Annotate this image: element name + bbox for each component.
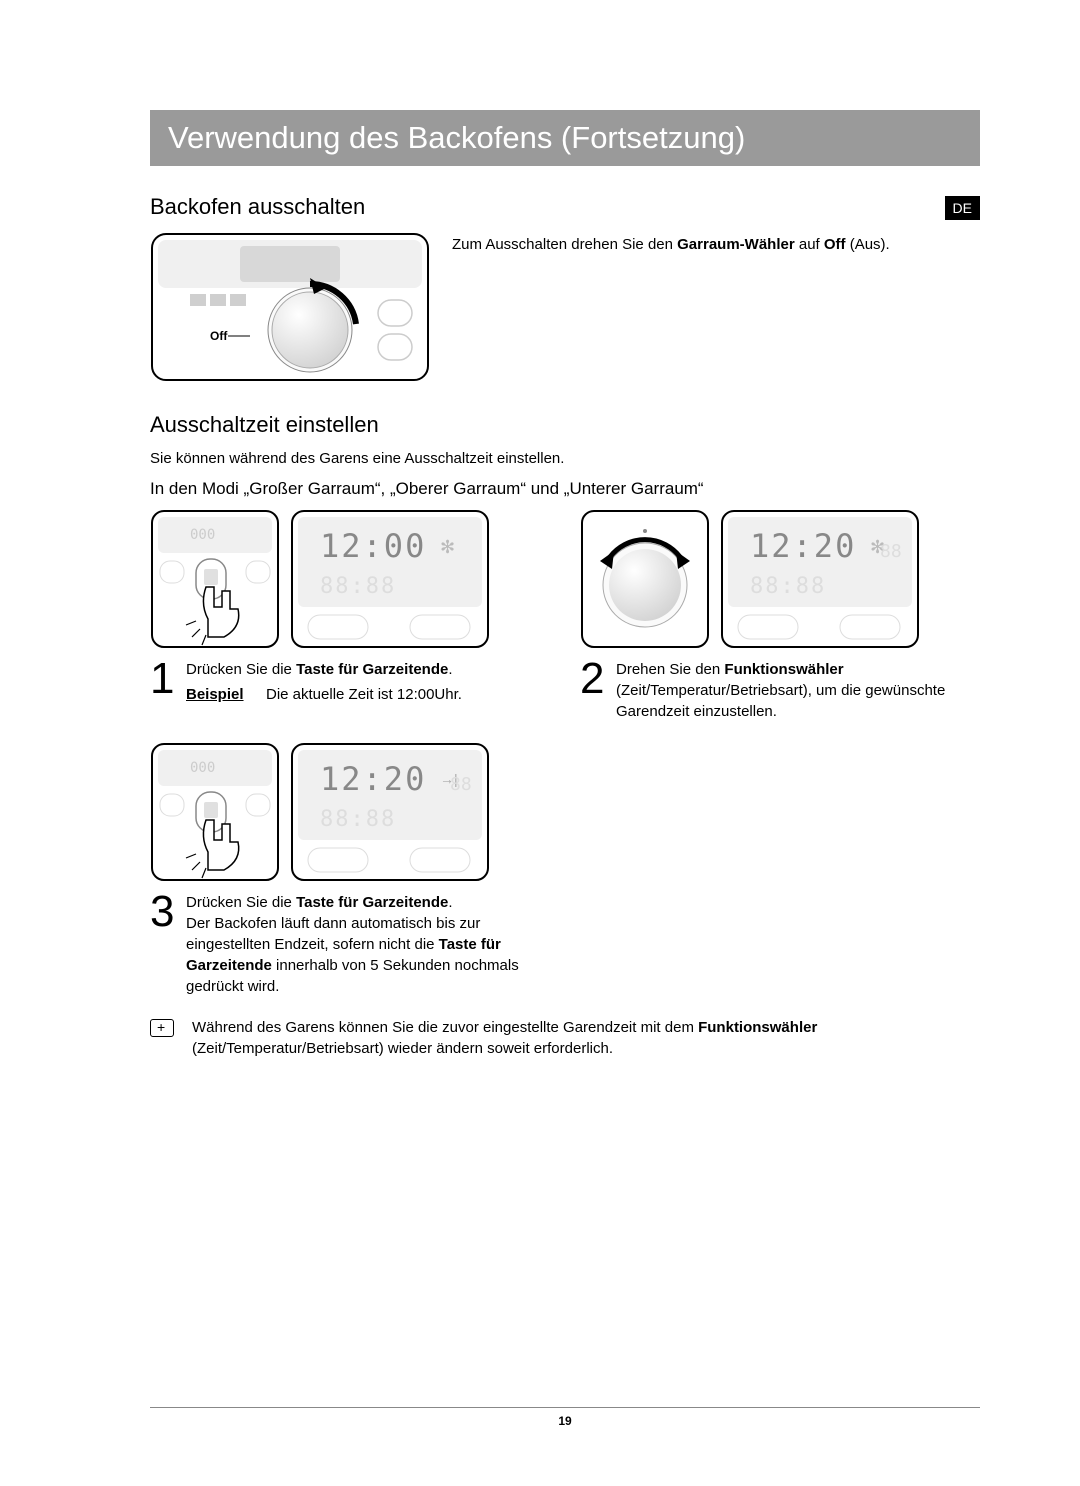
page-title: Verwendung des Backofens (Fortsetzung): [168, 120, 745, 155]
step3-button-diagram: 000: [150, 742, 280, 882]
step3-display-diagram: 12:20 →| 88 88:88: [290, 742, 490, 882]
svg-text:12:20: 12:20: [320, 760, 426, 798]
step1-button-diagram: 000: [150, 509, 280, 649]
off-row: Off Zum Ausschalten drehen Sie den Garra…: [150, 232, 980, 382]
step2-display-diagram: 12:20 ✻ 88 88:88: [720, 509, 920, 649]
svg-text:88:88: 88:88: [750, 574, 826, 599]
step-1-diagrams: 000 12:00 ✻ 88:88: [150, 509, 550, 649]
step1-display-diagram: 12:00 ✻ 88:88: [290, 509, 490, 649]
off-text-bold1: Garraum-Wähler: [677, 236, 795, 253]
note-post: (Zeit/Temperatur/Betriebsart) wieder änd…: [192, 1040, 613, 1057]
svg-text:12:00: 12:00: [320, 527, 426, 565]
note-row: Während des Garens können Sie die zuvor …: [150, 1017, 980, 1059]
step-3-body: 3 Drücken Sie die Taste für Garzeitende.…: [150, 892, 550, 997]
s3-bold: Taste für Garzeitende: [296, 894, 448, 911]
off-text-post: (Aus).: [846, 236, 890, 253]
svg-text:88:88: 88:88: [320, 807, 396, 832]
steps-grid: 000 12:00 ✻ 88:88: [150, 509, 980, 997]
note-bold: Funktionswähler: [698, 1019, 817, 1036]
page-number: 19: [558, 1414, 571, 1428]
svg-text:88: 88: [450, 774, 472, 795]
step-1-desc: Drücken Sie die Taste für Garzeitende. B…: [186, 659, 462, 705]
svg-text:12:20: 12:20: [750, 527, 856, 565]
off-text-bold2: Off: [824, 236, 846, 253]
svg-text:88: 88: [880, 541, 902, 562]
step-3-diagrams: 000 12:20 →| 88 88:88: [150, 742, 550, 882]
step-3: 000 12:20 →| 88 88:88: [150, 742, 550, 997]
svg-text:88:88: 88:88: [320, 574, 396, 599]
step-3-desc: Drücken Sie die Taste für Garzeitende. D…: [186, 892, 550, 997]
step2-dial-diagram: [580, 509, 710, 649]
section-off-heading: Backofen ausschalten: [150, 194, 980, 220]
s1-pre: Drücken Sie die: [186, 661, 296, 678]
example-text: Die aktuelle Zeit ist 12:00Uhr.: [266, 684, 462, 705]
endtime-modes: In den Modi „Großer Garraum“, „Oberer Ga…: [150, 479, 980, 499]
note-icon: [150, 1019, 174, 1037]
step-3-number: 3: [150, 892, 176, 997]
svg-text:Off: Off: [210, 329, 228, 343]
off-text-mid: auf: [795, 236, 824, 253]
section-endtime-heading: Ausschaltzeit einstellen: [150, 412, 980, 438]
endtime-intro: Sie können während des Garens eine Aussc…: [150, 450, 980, 467]
svg-text:000: 000: [190, 527, 215, 543]
off-dial-diagram: Off: [150, 232, 430, 382]
s1-example: Beispiel Die aktuelle Zeit ist 12:00Uhr.: [186, 684, 462, 705]
step-2-diagrams: 12:20 ✻ 88 88:88: [580, 509, 980, 649]
s2-pre: Drehen Sie den: [616, 661, 724, 678]
language-code: DE: [953, 200, 972, 216]
step-2-body: 2 Drehen Sie den Funktionswähler (Zeit/T…: [580, 659, 980, 722]
s3-post1: .: [448, 894, 452, 911]
s3-t2pre: Der Backofen läuft dann automatisch bis …: [186, 915, 480, 953]
s2-bold: Funktionswähler: [724, 661, 843, 678]
svg-text:000: 000: [190, 760, 215, 776]
step-2-number: 2: [580, 659, 606, 722]
s2-post: (Zeit/Temperatur/Betriebsart), um die ge…: [616, 682, 945, 720]
step-2: 12:20 ✻ 88 88:88 2 Drehen Sie den Funkti…: [580, 509, 980, 722]
step-2-desc: Drehen Sie den Funktionswähler (Zeit/Tem…: [616, 659, 980, 722]
off-instruction-text: Zum Ausschalten drehen Sie den Garraum-W…: [452, 232, 890, 382]
off-text-pre: Zum Ausschalten drehen Sie den: [452, 236, 677, 253]
s1-post: .: [448, 661, 452, 678]
note-pre: Während des Garens können Sie die zuvor …: [192, 1019, 698, 1036]
svg-text:✻: ✻: [440, 537, 455, 557]
page-footer: 19: [150, 1407, 980, 1428]
page-title-bar: Verwendung des Backofens (Fortsetzung): [150, 110, 980, 166]
step-1-number: 1: [150, 659, 176, 705]
step-1: 000 12:00 ✻ 88:88: [150, 509, 550, 722]
note-text: Während des Garens können Sie die zuvor …: [192, 1017, 980, 1059]
example-label: Beispiel: [186, 684, 266, 705]
s1-bold: Taste für Garzeitende: [296, 661, 448, 678]
step-1-body: 1 Drücken Sie die Taste für Garzeitende.…: [150, 659, 550, 705]
language-tab: DE: [945, 196, 980, 220]
s3-pre: Drücken Sie die: [186, 894, 296, 911]
